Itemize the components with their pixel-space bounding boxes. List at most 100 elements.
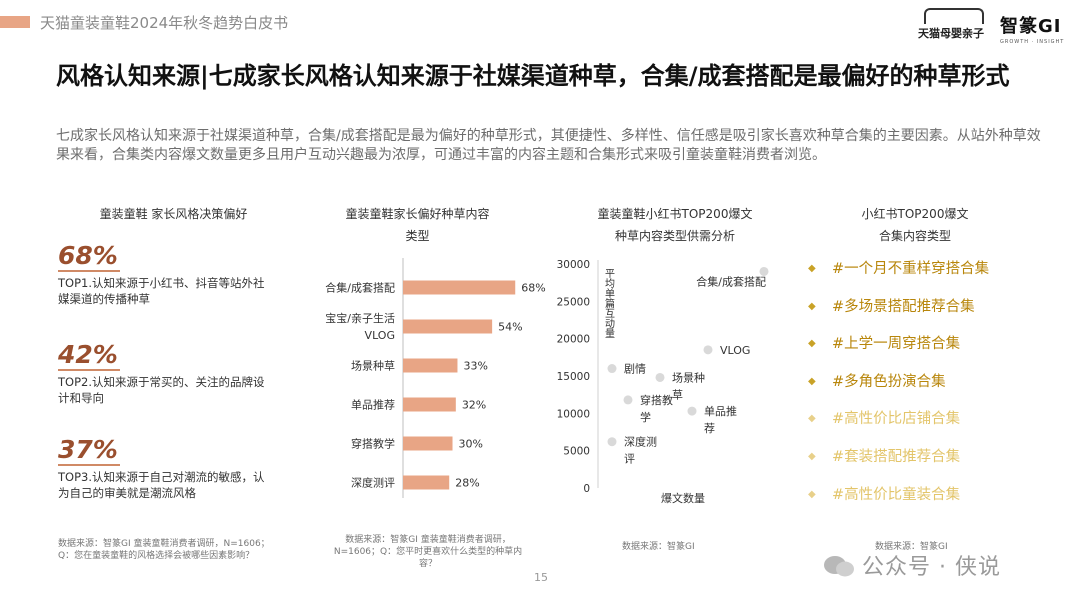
tmall-cat-icon xyxy=(924,8,984,24)
scatter-chart-title-line1: 童装童鞋小红书TOP200爆文 xyxy=(597,207,753,221)
stat-underline xyxy=(58,270,120,272)
tag-item: #一个月不重样穿搭合集 xyxy=(832,261,990,277)
scatter-point-label: 荐 xyxy=(704,422,715,435)
scatter-point-1 xyxy=(703,345,713,355)
scatter-point-6 xyxy=(607,437,617,447)
bar-category-label: 深度测评 xyxy=(351,476,395,490)
scatter-y-axis-label: 平均单篇互动量 xyxy=(603,268,615,338)
bar-chart-title: 童装童鞋家长偏好种草内容 类型 xyxy=(305,203,530,247)
scatter-point-label: 合集/成套搭配 xyxy=(696,274,766,288)
scatter-ytick-label: 10000 xyxy=(557,408,590,420)
scatter-point-label: 学 xyxy=(640,410,651,424)
bar-5 xyxy=(403,475,450,490)
watermark-text: 公众号 · 侠说 xyxy=(862,555,1001,580)
bar-chart-source: 数据来源：智篆GI 童装童鞋消费者调研， N=1606；Q：您平时更喜欢什么类型… xyxy=(333,535,523,569)
tags-panel-title: 小红书TOP200爆文 合集内容类型 xyxy=(810,203,1020,247)
bar-chart-title-line2: 类型 xyxy=(405,229,430,243)
tag-bullet-icon: ◆ xyxy=(808,300,816,312)
tag-item: #上学一周穿搭合集 xyxy=(832,336,961,353)
tag-bullet-icon: ◆ xyxy=(808,488,816,500)
stat-top2: 42% TOP2.认知来源于常买的、关注的品牌设计和导向 xyxy=(58,340,273,406)
gi-logo-text: 智篆GI xyxy=(1000,16,1062,37)
scatter-x-axis-label: 爆文数量 xyxy=(661,491,705,505)
scatter-point-2 xyxy=(607,364,617,374)
scatter-chart: 0 5000 10000 15000 20000 25000 30000 平均单篇互动量爆文数… xyxy=(557,259,769,505)
bar-category-label: VLOG xyxy=(365,329,395,342)
tags-panel-source: 数据来源：智篆GI xyxy=(875,542,948,552)
bar-chart: 合集/成套搭配 68% 宝宝/亲子生活 VLOG 54% 场景种草 33% 单品推荐 32% 穿搭… xyxy=(325,258,546,498)
bar-category-label: 合集/成套搭配 xyxy=(325,281,395,295)
stat-top1-pct: 68% xyxy=(58,241,118,270)
stat-top1-desc: TOP1.认知来源于小红书、抖音等站外社媒渠道的传播种草 xyxy=(58,276,265,306)
tag-item: #多角色扮演合集 xyxy=(832,373,946,390)
stat-underline xyxy=(58,369,120,371)
tmall-logo-text: 天猫母婴亲子 xyxy=(918,27,984,40)
stat-top2-pct: 42% xyxy=(58,340,118,369)
stat-top1: 68% TOP1.认知来源于小红书、抖音等站外社媒渠道的传播种草 xyxy=(58,241,273,307)
bar-category-label: 宝宝/亲子生活 xyxy=(325,311,395,325)
tag-bullet-icon: ◆ xyxy=(808,375,816,387)
left-panel-title: 童装童鞋 家长风格决策偏好 xyxy=(99,207,248,221)
gi-logo: 智篆GI GROWTH · INSIGHT xyxy=(1000,12,1070,45)
stat-underline xyxy=(58,464,120,466)
tag-bullet-icon: ◆ xyxy=(808,451,816,462)
scatter-ytick-label: 30000 xyxy=(557,259,590,271)
tag-item: #高性价比童装合集 xyxy=(832,486,961,503)
scatter-point-3 xyxy=(655,372,665,382)
stat-top3-pct: 37% xyxy=(58,435,118,464)
bar-2 xyxy=(403,358,458,373)
scatter-point-0 xyxy=(759,266,769,276)
scatter-point-4 xyxy=(623,395,633,405)
report-title: 天猫童装童鞋2024年秋冬趋势白皮书 xyxy=(40,14,289,32)
scatter-ytick-label: 25000 xyxy=(557,296,590,308)
scatter-ytick-label: 0 xyxy=(583,483,590,495)
scatter-point-label: 穿搭教 xyxy=(640,393,673,407)
scatter-point-label: 剧情 xyxy=(624,363,646,376)
tmall-logo: 天猫母婴亲子 xyxy=(918,8,990,42)
tag-bullet-icon: ◆ xyxy=(808,413,816,425)
tags-panel-title-line2: 合集内容类型 xyxy=(878,229,951,243)
scatter-point-label: 评 xyxy=(624,453,635,466)
bar-0 xyxy=(403,280,516,295)
scatter-ytick-label: 5000 xyxy=(563,446,590,458)
bar-value-label: 28% xyxy=(455,477,479,490)
bar-value-label: 54% xyxy=(498,321,522,334)
scatter-point-label: VLOG xyxy=(720,344,750,357)
scatter-chart-source: 数据来源：智篆GI xyxy=(622,542,695,552)
scatter-ytick-label: 15000 xyxy=(557,371,590,383)
header-accent-bar xyxy=(0,16,30,28)
scatter-point-label: 草 xyxy=(672,388,683,401)
stat-top3-desc: TOP3.认知来源于自己对潮流的敏感，认为自己的审美就是潮流风格 xyxy=(58,470,265,500)
bar-value-label: 30% xyxy=(459,438,483,451)
scatter-point-5 xyxy=(687,406,697,416)
bar-3 xyxy=(403,397,456,412)
stat-top2-desc: TOP2.认知来源于常买的、关注的品牌设计和导向 xyxy=(58,375,265,405)
bar-chart-title-line1: 童装童鞋家长偏好种草内容 xyxy=(345,207,490,221)
tag-bullet-icon: ◆ xyxy=(808,338,816,350)
wechat-icon xyxy=(824,556,854,577)
bar-1 xyxy=(403,319,493,334)
tag-bullet-icon: ◆ xyxy=(808,263,816,274)
scatter-point-label: 场景种 xyxy=(672,370,705,384)
bar-value-label: 68% xyxy=(521,282,545,295)
tag-item: #多场景搭配推荐合集 xyxy=(832,298,975,315)
tag-item: #套装搭配推荐合集 xyxy=(832,449,961,465)
bar-category-label: 单品推荐 xyxy=(351,398,395,412)
bar-category-label: 场景种草 xyxy=(351,359,395,373)
scatter-ytick-label: 20000 xyxy=(557,334,590,346)
bar-4 xyxy=(403,436,453,451)
gi-logo-subtext: GROWTH · INSIGHT xyxy=(1000,39,1065,45)
left-panel-source: 数据来源：智篆GI 童装童鞋消费者调研，N=1606； Q：您在童装童鞋的风格选… xyxy=(58,539,270,561)
lead-paragraph: 七成家长风格认知来源于社媒渠道种草，合集/成套搭配是最为偏好的种草形式，其便捷性… xyxy=(56,128,1041,163)
bar-value-label: 33% xyxy=(463,360,487,373)
tag-item: #高性价比店铺合集 xyxy=(832,411,961,428)
scatter-point-label: 深度测 xyxy=(624,435,657,449)
scatter-point-label: 单品推 xyxy=(704,404,737,418)
scatter-chart-title: 童装童鞋小红书TOP200爆文 种草内容类型供需分析 xyxy=(560,203,790,247)
stat-top3: 37% TOP3.认知来源于自己对潮流的敏感，认为自己的审美就是潮流风格 xyxy=(58,435,273,501)
bar-value-label: 32% xyxy=(462,399,486,412)
scatter-chart-title-line2: 种草内容类型供需分析 xyxy=(614,229,735,243)
tags-panel-title-line1: 小红书TOP200爆文 xyxy=(861,207,969,221)
page-title: 风格认知来源|七成家长风格认知来源于社媒渠道种草，合集/成套搭配是最偏好的种草形… xyxy=(56,62,1010,90)
page-number: 15 xyxy=(534,571,548,584)
